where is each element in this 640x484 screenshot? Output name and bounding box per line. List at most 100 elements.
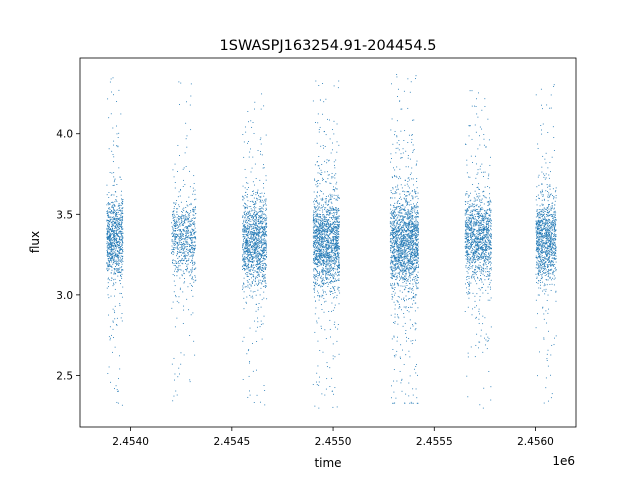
data-point xyxy=(182,270,184,272)
data-point xyxy=(258,267,260,269)
data-point xyxy=(265,200,267,202)
data-point xyxy=(109,239,111,241)
data-point xyxy=(114,318,116,320)
data-point xyxy=(318,284,320,286)
data-point xyxy=(248,218,250,219)
data-point xyxy=(321,282,323,284)
data-point xyxy=(185,269,186,270)
data-point xyxy=(256,264,258,266)
data-point xyxy=(171,251,173,253)
data-point xyxy=(182,234,184,236)
data-point xyxy=(335,221,336,223)
data-point xyxy=(116,317,118,319)
data-point xyxy=(110,280,112,281)
data-point xyxy=(180,363,182,365)
data-point xyxy=(246,196,248,198)
data-point xyxy=(111,334,112,336)
data-point xyxy=(335,257,337,259)
data-point xyxy=(118,227,120,229)
data-point xyxy=(257,307,259,309)
data-point xyxy=(113,211,115,213)
data-point xyxy=(334,256,336,258)
data-point xyxy=(118,269,120,271)
data-point xyxy=(108,336,110,338)
data-point xyxy=(112,263,114,265)
data-point xyxy=(244,208,246,210)
data-point xyxy=(324,224,326,226)
data-point xyxy=(109,211,110,213)
data-point xyxy=(193,211,195,213)
data-point xyxy=(245,243,247,245)
data-point xyxy=(316,257,317,259)
data-point xyxy=(113,239,115,241)
data-point xyxy=(403,216,405,218)
data-point xyxy=(325,226,327,227)
data-point xyxy=(257,234,259,236)
data-point xyxy=(322,265,324,266)
data-point xyxy=(246,239,248,241)
data-point xyxy=(245,191,247,193)
data-point xyxy=(186,266,188,267)
data-point xyxy=(192,210,194,212)
data-point xyxy=(179,241,181,243)
data-point xyxy=(108,204,110,206)
data-point xyxy=(329,265,331,267)
data-point xyxy=(321,241,323,243)
data-point xyxy=(262,208,264,210)
data-point xyxy=(117,245,119,247)
data-point xyxy=(174,214,176,216)
data-point xyxy=(184,246,186,248)
data-point xyxy=(324,254,326,256)
data-point xyxy=(408,338,410,339)
data-point xyxy=(180,260,182,261)
data-point xyxy=(325,265,327,267)
data-point xyxy=(174,285,176,287)
data-point xyxy=(172,250,174,252)
data-point xyxy=(248,267,250,268)
data-point xyxy=(174,379,175,381)
data-point xyxy=(185,218,187,220)
data-point xyxy=(326,229,328,231)
data-point xyxy=(173,230,175,232)
data-point xyxy=(177,243,179,245)
data-point xyxy=(397,88,399,90)
data-point xyxy=(337,258,339,260)
data-point xyxy=(405,286,407,288)
data-point xyxy=(112,242,114,244)
data-point xyxy=(112,127,114,129)
data-point xyxy=(116,209,118,211)
data-point xyxy=(259,246,261,248)
data-point xyxy=(323,250,325,252)
data-point xyxy=(266,298,268,300)
data-point xyxy=(330,198,332,200)
data-point xyxy=(331,267,332,269)
data-point xyxy=(326,234,328,236)
data-point xyxy=(322,272,324,274)
data-point xyxy=(321,239,323,241)
data-point xyxy=(181,218,183,220)
data-point xyxy=(327,247,329,249)
data-point xyxy=(315,259,317,261)
data-point xyxy=(337,220,339,222)
data-point xyxy=(108,224,110,225)
data-point xyxy=(326,244,328,246)
data-point xyxy=(248,375,250,377)
data-point xyxy=(412,297,414,299)
data-point xyxy=(318,213,320,215)
data-point xyxy=(256,239,258,241)
data-point xyxy=(258,220,259,222)
data-point xyxy=(316,372,318,374)
data-point xyxy=(329,230,331,232)
data-point xyxy=(191,255,193,257)
data-point xyxy=(118,390,119,392)
data-point xyxy=(409,258,411,259)
data-point xyxy=(191,248,193,250)
data-point xyxy=(334,164,335,166)
data-point xyxy=(253,267,254,269)
data-point xyxy=(108,252,110,254)
data-point xyxy=(317,365,319,367)
data-point xyxy=(318,252,320,254)
data-point xyxy=(261,269,262,271)
data-point xyxy=(118,231,120,233)
data-point xyxy=(331,291,333,292)
